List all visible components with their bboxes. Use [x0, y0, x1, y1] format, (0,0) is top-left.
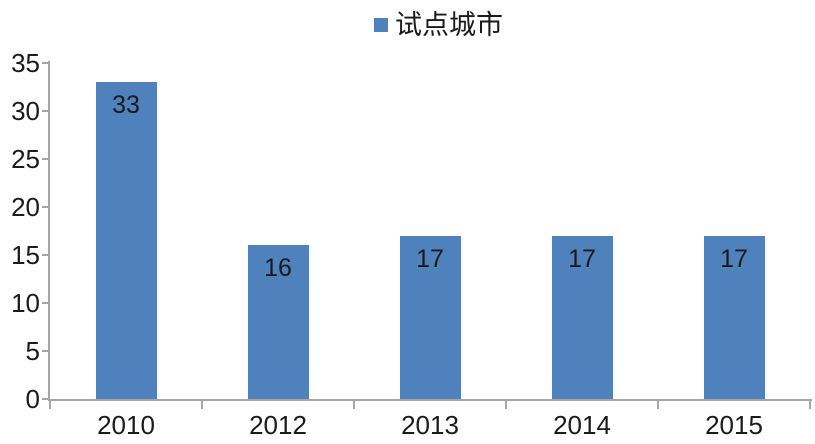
bar: 17 [399, 235, 461, 399]
y-axis-tick [42, 398, 48, 400]
y-axis-tick [42, 350, 48, 352]
x-axis-category-label: 2010 [97, 410, 155, 440]
bar: 16 [247, 245, 309, 399]
legend-label: 试点城市 [395, 10, 503, 40]
y-axis-tick [42, 110, 48, 112]
y-axis-tick [42, 158, 48, 160]
y-axis-tick-label: 30 [11, 96, 40, 126]
bar: 33 [95, 82, 157, 399]
y-axis-tick-label: 20 [11, 192, 40, 222]
legend: 试点城市 [374, 10, 503, 40]
y-axis-tick [42, 302, 48, 304]
y-axis-tick-label: 35 [11, 48, 40, 78]
x-axis-category-label: 2014 [553, 410, 611, 440]
x-axis-tick [657, 401, 659, 409]
y-axis-tick [42, 206, 48, 208]
y-axis-tick-label: 10 [11, 288, 40, 318]
bar-value-label: 17 [568, 244, 596, 273]
bar: 17 [703, 235, 765, 399]
bar-value-label: 17 [416, 244, 444, 273]
bar: 17 [551, 235, 613, 399]
y-axis-tick-label: 5 [25, 336, 40, 366]
y-axis-tick [42, 254, 48, 256]
x-axis-category-label: 2015 [705, 410, 763, 440]
x-axis-category-label: 2013 [401, 410, 459, 440]
x-axis-tick [809, 401, 811, 409]
y-axis-tick-label: 0 [25, 384, 40, 414]
bar-value-label: 16 [264, 254, 292, 283]
x-axis-tick [353, 401, 355, 409]
bar-value-label: 17 [720, 244, 748, 273]
y-axis-tick [42, 62, 48, 64]
y-axis-line [48, 61, 50, 401]
x-axis-tick [201, 401, 203, 409]
x-axis-tick [49, 401, 51, 409]
legend-marker-icon [374, 18, 388, 32]
y-axis-tick-label: 15 [11, 240, 40, 270]
y-axis-tick-label: 25 [11, 144, 40, 174]
x-axis-category-label: 2012 [249, 410, 307, 440]
x-axis-line [48, 399, 812, 401]
bar-value-label: 33 [112, 91, 140, 120]
x-axis-tick [505, 401, 507, 409]
